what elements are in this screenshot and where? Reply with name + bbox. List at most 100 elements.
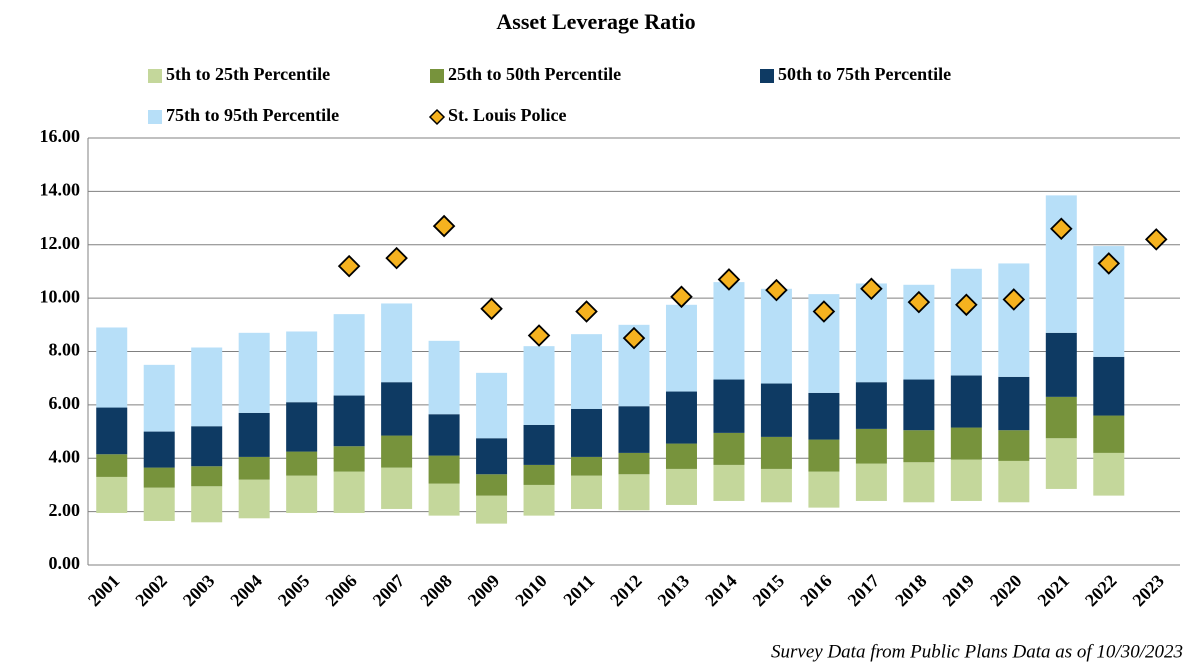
bar-segment: [855, 428, 887, 464]
legend-swatch: [148, 110, 162, 124]
x-tick-label: 2008: [416, 571, 456, 611]
bar-segment: [191, 486, 223, 523]
bar-segment: [618, 474, 650, 511]
x-tick-label: 2017: [844, 571, 884, 611]
marker: [1097, 252, 1121, 275]
x-tick-label: 2015: [749, 571, 789, 611]
y-tick-label: 0.00: [49, 553, 81, 573]
bar-segment: [1093, 356, 1125, 416]
bar-segment: [1093, 415, 1125, 453]
legend-label: 5th to 25th Percentile: [166, 64, 330, 84]
marker: [955, 293, 978, 317]
x-tick-label: 2020: [986, 571, 1026, 611]
bar-segment: [333, 446, 365, 472]
bar-segment: [143, 364, 175, 432]
marker: [1050, 217, 1073, 241]
x-tick-label: 2019: [938, 571, 978, 611]
legend-marker: [428, 108, 446, 126]
bar-segment: [713, 282, 745, 380]
bar-segment: [571, 475, 603, 509]
marker: [1002, 288, 1026, 311]
bar-segment: [760, 436, 792, 469]
x-tick-label: 2012: [606, 571, 646, 611]
x-tick-label: 2001: [84, 571, 124, 611]
bar-segment: [1093, 452, 1125, 496]
bar-segment: [428, 455, 460, 484]
x-tick-label: 2004: [226, 571, 266, 611]
bar-segment: [1045, 195, 1077, 333]
bar-segment: [1045, 332, 1077, 397]
bar-segment: [665, 443, 697, 469]
bar-segment: [950, 459, 982, 501]
legend-label: 25th to 50th Percentile: [448, 64, 621, 84]
bar-segment: [381, 382, 413, 436]
marker: [575, 300, 598, 323]
x-tick-label: 2006: [321, 571, 361, 611]
bar-segment: [238, 332, 270, 413]
bar-segment: [238, 456, 270, 480]
bar-segment: [855, 463, 887, 501]
x-tick-label: 2018: [891, 571, 931, 611]
bar-segment: [191, 426, 223, 467]
marker: [717, 268, 741, 291]
bar-segment: [238, 479, 270, 519]
bar-segment: [476, 495, 508, 524]
bar-segment: [191, 347, 223, 427]
bar-segment: [998, 376, 1030, 431]
bar-segment: [428, 340, 460, 415]
bar-segment: [523, 424, 555, 465]
bar-segment: [96, 327, 128, 408]
bar-segment: [760, 288, 792, 384]
bar-segment: [950, 268, 982, 376]
bar-segment: [286, 402, 318, 452]
marker: [527, 324, 551, 347]
bar-segment: [760, 468, 792, 503]
bar-segment: [618, 406, 650, 453]
note: Survey Data from Public Plans Data as of…: [771, 641, 1183, 662]
bar-segment: [96, 454, 128, 477]
bar-segment: [665, 304, 697, 392]
bar-segment: [286, 331, 318, 403]
bar-segment: [571, 456, 603, 476]
y-tick-label: 8.00: [49, 340, 81, 360]
x-tick-label: 2023: [1128, 571, 1168, 611]
bar-segment: [1045, 438, 1077, 489]
bar-segment: [1045, 396, 1077, 439]
y-tick-label: 10.00: [40, 286, 81, 306]
bar-segment: [713, 464, 745, 501]
bar-segment: [665, 468, 697, 505]
marker: [1144, 228, 1168, 251]
bar-segment: [523, 484, 555, 516]
y-tick-label: 16.00: [40, 126, 81, 146]
x-tick-label: 2009: [464, 571, 504, 611]
marker: [765, 278, 788, 302]
x-tick-label: 2005: [274, 571, 314, 611]
y-tick-label: 6.00: [49, 393, 81, 413]
bar-segment: [618, 452, 650, 475]
bar-segment: [381, 303, 413, 383]
bar-segment: [808, 439, 840, 472]
y-tick-label: 4.00: [49, 446, 81, 466]
bar-segment: [428, 483, 460, 516]
bar-segment: [286, 451, 318, 476]
x-tick-label: 2002: [131, 571, 171, 611]
bar-segment: [998, 263, 1030, 377]
bar-segment: [808, 471, 840, 508]
bar-segment: [903, 462, 935, 503]
bar-segment: [950, 427, 982, 460]
x-tick-label: 2014: [701, 571, 741, 611]
bar-segment: [903, 430, 935, 463]
bar-segment: [381, 435, 413, 468]
marker: [480, 297, 503, 321]
legend-swatch: [148, 69, 162, 83]
bar-segment: [428, 414, 460, 456]
bar-segment: [950, 375, 982, 428]
bar-segment: [333, 314, 365, 396]
bar-segment: [143, 487, 175, 521]
bar-segment: [571, 334, 603, 409]
marker: [907, 290, 931, 314]
y-tick-label: 12.00: [40, 233, 81, 253]
bar-segment: [571, 408, 603, 457]
bar-segment: [713, 379, 745, 433]
